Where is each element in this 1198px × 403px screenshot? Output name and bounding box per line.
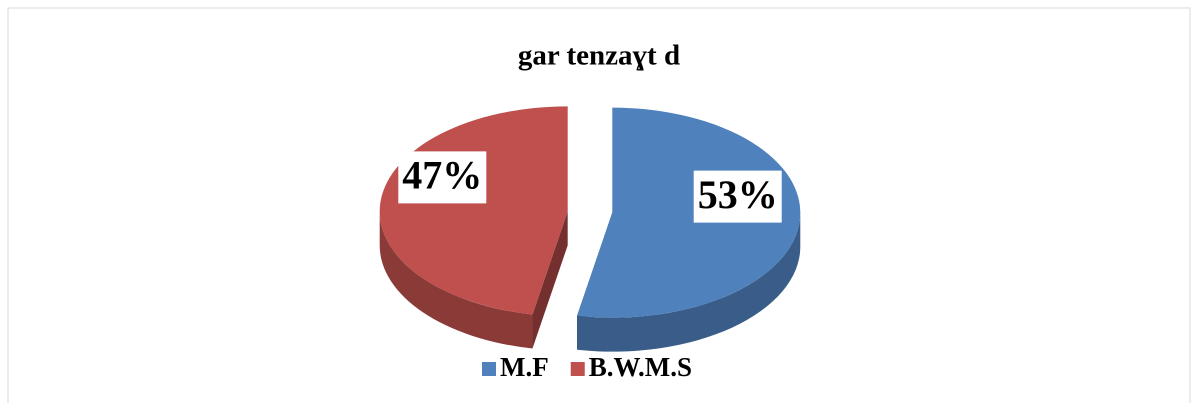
- legend-label: M.F: [500, 352, 549, 382]
- slice-cut-face: [532, 211, 568, 349]
- legend-swatch: [482, 362, 496, 376]
- data-label-box: [693, 170, 782, 223]
- chart-title: gar tenzaɣt d: [518, 40, 680, 72]
- legend-label: B.W.M.S: [589, 352, 692, 382]
- data-label: 53%: [698, 172, 778, 217]
- data-label: 47%: [402, 153, 482, 198]
- chart-frame: [7, 7, 1191, 403]
- slice-side: [379, 211, 533, 349]
- slice: [577, 107, 801, 318]
- pie-slice: [379, 106, 568, 349]
- data-label-box: [398, 151, 487, 204]
- pie-slice: [577, 107, 801, 352]
- slice-side: [577, 212, 801, 352]
- legend-swatch: [570, 362, 585, 376]
